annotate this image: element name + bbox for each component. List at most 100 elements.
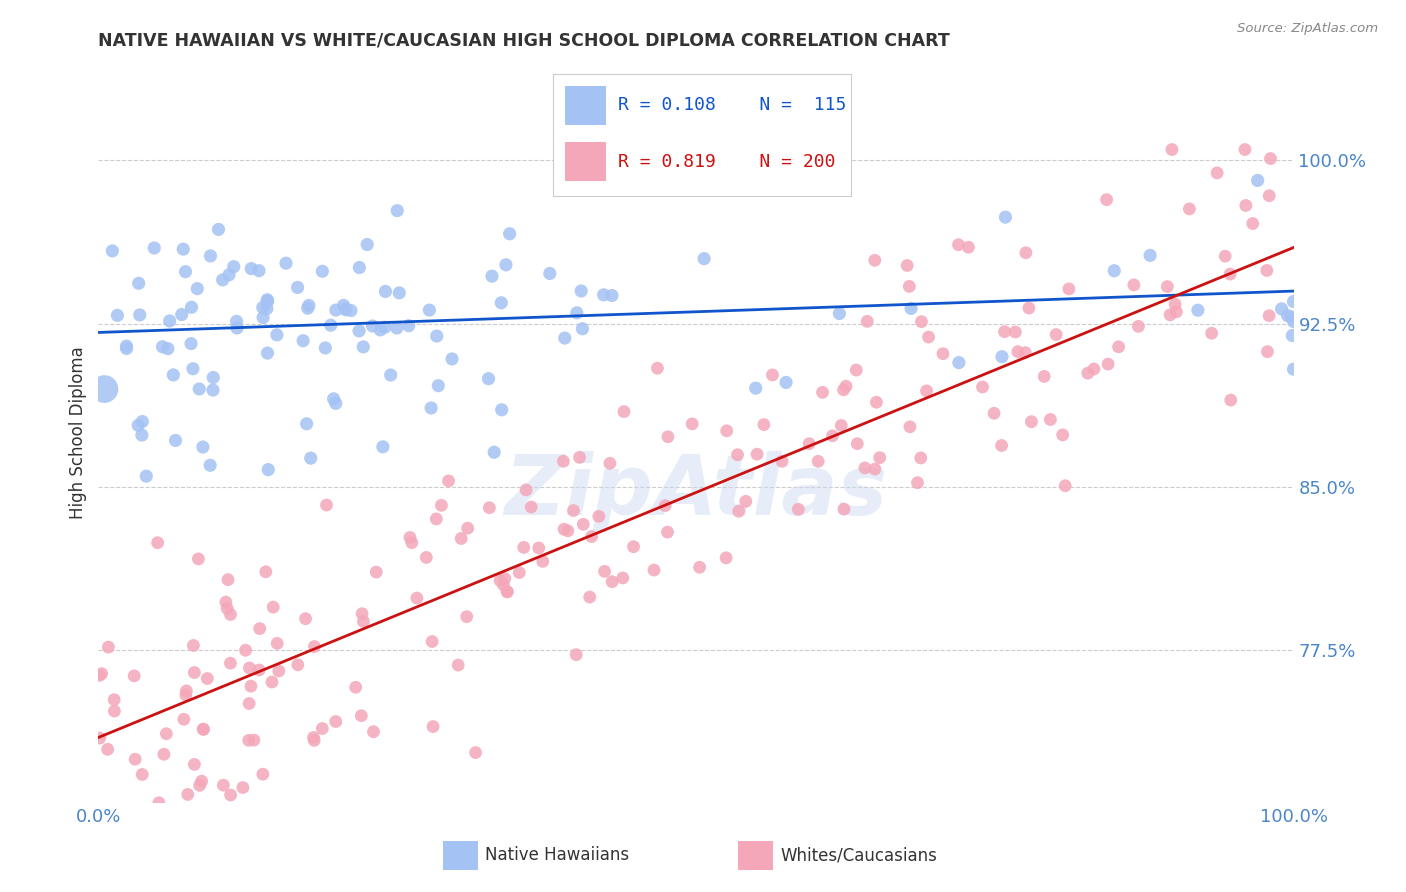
Point [188, 807, 211, 822]
Point [430, 499, 453, 513]
Point [581, 530, 603, 544]
Point [657, 525, 679, 540]
Point [422, 720, 444, 734]
Point [191, 440, 214, 454]
Point [202, 370, 225, 384]
Point [299, 451, 322, 466]
Point [217, 573, 239, 587]
Point [173, 812, 195, 826]
Point [492, 578, 515, 592]
Point [319, 318, 342, 333]
Point [103, 692, 125, 706]
Point [745, 381, 768, 395]
Point [1128, 319, 1150, 334]
Point [770, 454, 793, 468]
Point [856, 314, 879, 328]
Point [527, 541, 550, 555]
Point [734, 494, 756, 508]
Point [482, 445, 505, 459]
Point [508, 566, 530, 580]
Point [1282, 362, 1305, 376]
Point [340, 303, 363, 318]
Point [491, 295, 513, 310]
Point [990, 438, 1012, 452]
Text: Whites/Caucasians: Whites/Caucasians [780, 847, 938, 864]
Point [832, 502, 855, 516]
Point [835, 379, 858, 393]
Point [159, 314, 181, 328]
Point [1104, 264, 1126, 278]
Point [426, 329, 449, 343]
Point [1095, 193, 1118, 207]
Point [172, 829, 194, 843]
Point [420, 634, 443, 648]
Point [368, 323, 391, 337]
Point [298, 298, 321, 312]
Point [1108, 340, 1130, 354]
Point [352, 340, 374, 354]
Point [371, 440, 394, 454]
Point [385, 321, 408, 335]
Point [219, 657, 242, 671]
Point [797, 436, 820, 450]
Point [1219, 267, 1241, 281]
Point [150, 829, 173, 843]
Point [832, 383, 855, 397]
Point [287, 280, 309, 294]
Point [302, 733, 325, 747]
Point [571, 322, 593, 336]
Point [304, 640, 326, 654]
Point [1258, 188, 1281, 202]
Point [173, 712, 195, 726]
Point [180, 300, 202, 314]
Point [562, 503, 585, 517]
Point [149, 823, 172, 838]
Point [322, 392, 344, 406]
Point [865, 395, 887, 409]
Point [491, 402, 513, 417]
Point [600, 288, 623, 302]
Point [752, 417, 775, 432]
Point [238, 661, 260, 675]
Point [761, 368, 783, 382]
Point [427, 378, 450, 392]
Point [863, 462, 886, 476]
Point [195, 672, 218, 686]
Point [406, 591, 429, 605]
Point [302, 731, 325, 745]
Point [1282, 314, 1305, 328]
Point [681, 417, 703, 431]
Point [226, 321, 249, 335]
Point [297, 301, 319, 316]
Point [256, 293, 278, 308]
Point [600, 574, 623, 589]
Point [1122, 277, 1144, 292]
Point [983, 406, 1005, 420]
Point [932, 347, 955, 361]
Point [128, 308, 150, 322]
Point [188, 778, 211, 792]
Point [568, 450, 591, 465]
Point [266, 636, 288, 650]
Point [217, 601, 239, 615]
Point [1206, 166, 1229, 180]
Point [347, 324, 370, 338]
Point [915, 384, 938, 398]
Point [183, 665, 205, 680]
Point [198, 458, 221, 473]
Point [1164, 297, 1187, 311]
Point [643, 563, 665, 577]
Point [456, 609, 478, 624]
Point [232, 780, 254, 795]
Point [115, 339, 138, 353]
Point [972, 380, 994, 394]
Point [225, 314, 247, 328]
Point [807, 454, 830, 468]
Point [361, 318, 384, 333]
Point [127, 418, 149, 433]
Point [1247, 173, 1270, 187]
Point [267, 664, 290, 678]
Point [146, 535, 169, 549]
Point [1256, 263, 1278, 277]
Point [623, 540, 645, 554]
